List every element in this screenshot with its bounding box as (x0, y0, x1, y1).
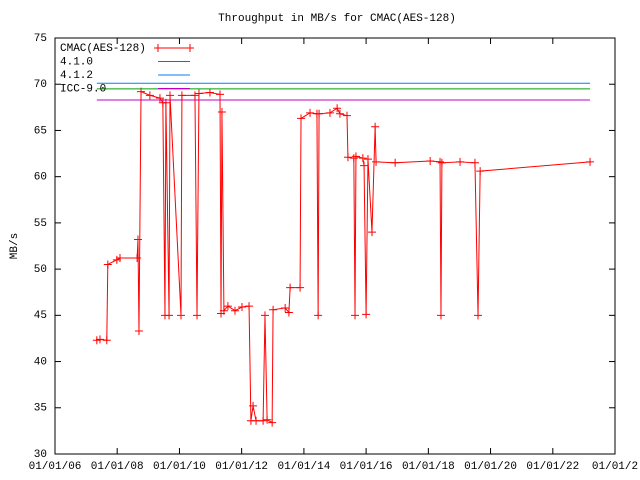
point-marker (297, 114, 306, 123)
point-marker (165, 91, 174, 100)
point-marker (194, 89, 203, 98)
y-tick-label: 50 (34, 264, 47, 276)
y-tick-label: 35 (34, 403, 47, 415)
point-marker (190, 91, 199, 100)
point-marker (230, 306, 239, 315)
point-marker (586, 157, 595, 166)
x-tick-label: 01/01/18 (402, 461, 455, 473)
point-marker (470, 158, 479, 167)
point-marker (362, 310, 371, 319)
point-marker (391, 158, 400, 167)
point-marker (426, 156, 435, 165)
point-marker (474, 311, 483, 320)
point-marker (335, 109, 344, 118)
point-marker (358, 154, 367, 163)
x-tick-label: 01/01/16 (340, 461, 393, 473)
point-marker (237, 303, 246, 312)
point-marker (177, 91, 186, 100)
point-marker (115, 254, 124, 263)
point-marker (284, 308, 293, 317)
point-marker (102, 336, 111, 345)
point-marker (145, 91, 154, 100)
point-marker (245, 302, 254, 311)
point-marker (263, 415, 272, 424)
point-marker (219, 306, 228, 315)
x-tick-label: 01/01/12 (215, 461, 268, 473)
point-marker (259, 416, 268, 425)
y-tick-label: 75 (34, 33, 47, 45)
x-tick-label: 01/01/10 (153, 461, 206, 473)
point-marker (260, 311, 269, 320)
y-axis-label: MB/s (9, 233, 21, 259)
point-marker (343, 111, 352, 120)
point-marker (351, 152, 360, 161)
x-tick-label: 01/01/14 (278, 461, 331, 473)
legend-label: ICC-9.0 (60, 83, 106, 95)
point-marker (286, 283, 295, 292)
point-marker (134, 327, 143, 336)
legend-label: CMAC(AES-128) (60, 43, 146, 55)
y-tick-label: 55 (34, 218, 47, 230)
plot-border (54, 37, 616, 455)
point-marker (176, 311, 185, 320)
point-marker (281, 303, 290, 312)
legend-label: 4.1.2 (60, 70, 93, 82)
point-marker (436, 157, 445, 166)
point-marker (367, 228, 376, 237)
y-tick-label: 65 (34, 125, 47, 137)
point-marker (249, 401, 258, 410)
point-marker (437, 158, 446, 167)
point-marker (296, 283, 305, 292)
point-marker (333, 104, 342, 113)
point-marker (306, 108, 315, 117)
point-marker (371, 122, 380, 131)
point-marker (268, 418, 277, 427)
point-marker (155, 94, 164, 103)
point-marker (476, 167, 485, 176)
point-marker (205, 88, 214, 97)
y-tick-label: 45 (34, 310, 47, 322)
point-marker (223, 302, 232, 311)
point-marker (343, 153, 352, 162)
x-tick-label: 01/01/06 (29, 461, 82, 473)
y-tick-label: 40 (34, 356, 47, 368)
point-marker (216, 90, 225, 99)
point-marker (217, 107, 226, 116)
x-tick-label: 01/01/08 (91, 461, 144, 473)
point-marker (95, 335, 104, 344)
legend-label: 4.1.0 (60, 56, 93, 68)
x-tick-label: 01/01/22 (526, 461, 579, 473)
point-marker (314, 311, 323, 320)
point-marker (269, 305, 278, 314)
x-tick-label: 01/01/20 (464, 461, 517, 473)
point-marker (315, 109, 324, 118)
point-marker (193, 311, 202, 320)
point-marker (252, 416, 261, 425)
point-marker (154, 44, 162, 52)
x-tick-label: 01/01/2 (592, 461, 638, 473)
point-marker (351, 311, 360, 320)
point-marker (349, 154, 358, 163)
point-marker (372, 157, 381, 166)
point-marker (325, 108, 334, 117)
y-tick-label: 30 (34, 449, 47, 461)
point-marker (436, 311, 445, 320)
y-tick-label: 60 (34, 172, 47, 184)
point-marker (360, 161, 369, 170)
point-marker (133, 254, 142, 263)
point-marker (103, 260, 112, 269)
point-marker (165, 311, 174, 320)
y-tick-label: 70 (34, 79, 47, 91)
point-marker (186, 44, 194, 52)
point-marker (363, 155, 372, 164)
point-marker (456, 157, 465, 166)
point-marker (133, 235, 142, 244)
chart-title: Throughput in MB/s for CMAC(AES-128) (218, 13, 456, 25)
